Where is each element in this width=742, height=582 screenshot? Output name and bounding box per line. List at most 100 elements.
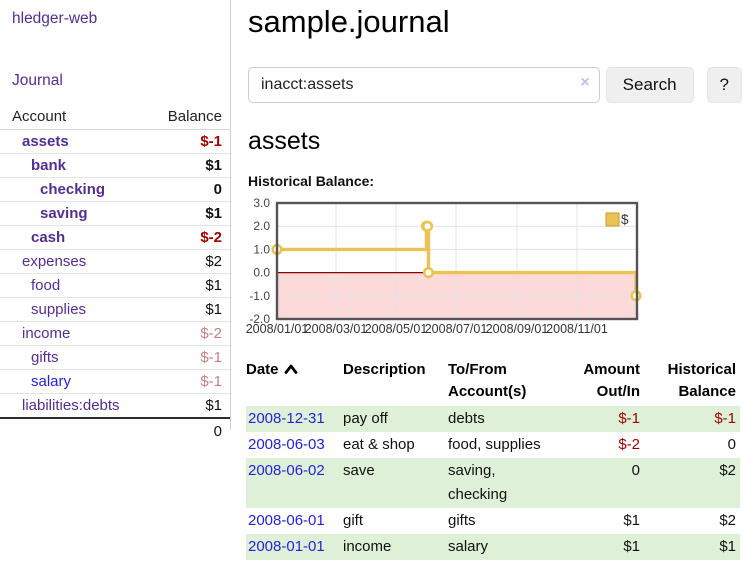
transaction-accounts: saving, checking — [448, 462, 508, 503]
account-link[interactable]: expenses — [22, 253, 87, 270]
register-row: 2008-06-03 eat & shop food, supplies $-2 0 — [246, 432, 740, 458]
date-header-label: Date — [246, 361, 279, 378]
transaction-date-link[interactable]: 2008-12-31 — [248, 410, 325, 427]
accounts-table-body: assets $-1 bank $1 checking 0 saving $1 cash $-2 e… — [0, 129, 230, 419]
account-link[interactable]: income — [22, 325, 71, 342]
account-row: assets $-1 — [0, 129, 230, 154]
transaction-date-link[interactable]: 2008-06-02 — [248, 462, 325, 479]
transaction-date-link[interactable]: 2008-06-01 — [248, 512, 325, 529]
register-row: 2008-06-01 gift gifts $1 $2 — [246, 508, 740, 534]
data-point-marker — [421, 220, 434, 232]
account-row: checking 0 — [0, 177, 230, 202]
page-title: sample.journal — [248, 4, 450, 39]
account-name-cell: assets — [0, 129, 152, 154]
account-link[interactable]: assets — [22, 133, 69, 150]
transaction-date-cell: 2008-06-01 — [246, 508, 343, 534]
transaction-date-cell: 2008-06-02 — [246, 458, 343, 508]
account-link[interactable]: checking — [40, 181, 106, 198]
transaction-date-link[interactable]: 2008-06-03 — [248, 436, 325, 453]
account-name-cell: cash — [0, 225, 152, 250]
clear-search-icon[interactable]: × — [580, 74, 590, 91]
y-tick-label: -1.0 — [249, 289, 270, 303]
account-row: income $-2 — [0, 321, 230, 346]
accounts-header-account: Account — [0, 105, 152, 130]
account-balance: $-2 — [151, 225, 230, 250]
transaction-amount: 0 — [631, 462, 640, 479]
plot-border — [275, 201, 639, 321]
account-heading: assets — [248, 127, 321, 155]
transaction-balance: $2 — [719, 462, 736, 479]
account-name-cell: saving — [0, 201, 152, 226]
accounts-total-row: 0 — [0, 417, 230, 443]
transaction-balance: $-1 — [714, 410, 736, 427]
register-header-amount: Amount Out/In — [583, 361, 640, 400]
account-balance: $1 — [151, 393, 230, 419]
transaction-date-cell: 2008-06-03 — [246, 432, 343, 458]
account-link[interactable]: supplies — [31, 301, 87, 318]
account-name-cell: salary — [0, 369, 152, 394]
account-balance: $1 — [151, 297, 230, 322]
help-button[interactable]: ? — [706, 67, 742, 103]
account-row: salary $-1 — [0, 369, 230, 394]
account-balance: 0 — [151, 177, 230, 202]
account-row: cash $-2 — [0, 225, 230, 250]
account-link[interactable]: saving — [40, 205, 88, 222]
transaction-amount: $1 — [623, 538, 640, 555]
account-name-cell: liabilities:debts — [0, 393, 152, 419]
account-balance: $-2 — [151, 321, 230, 346]
transaction-accounts: salary — [448, 538, 489, 555]
register-row: 2008-06-02 save saving, checking 0 $2 — [246, 458, 740, 508]
app-title-link[interactable]: hledger-web — [12, 10, 98, 27]
search-button[interactable]: Search — [605, 67, 694, 103]
accounts-header-row: Account Balance — [0, 105, 230, 130]
register-row: 2008-12-31 pay off debts $-1 $-1 — [246, 406, 740, 432]
register-table-body: 2008-12-31 pay off debts $-1 $-1 2008-06-03 ea… — [246, 406, 740, 560]
data-point-marker — [422, 266, 435, 279]
account-link[interactable]: gifts — [31, 349, 59, 366]
transaction-description: save — [343, 462, 375, 479]
accounts-header-balance: Balance — [151, 105, 230, 130]
account-balance: $-1 — [151, 345, 230, 370]
account-balance: $2 — [151, 249, 230, 274]
account-row: gifts $-1 — [0, 345, 230, 370]
transaction-balance: $2 — [719, 512, 736, 529]
account-balance: $-1 — [151, 369, 230, 394]
search-form: × Search ? — [248, 67, 742, 103]
x-tick-label: 2008/03/01 — [305, 322, 368, 336]
account-name-cell: checking — [0, 177, 152, 202]
register-header-balance: Historical Balance — [667, 361, 736, 400]
account-row: supplies $1 — [0, 297, 230, 322]
account-balance: $-1 — [151, 129, 230, 154]
account-row: bank $1 — [0, 153, 230, 178]
y-tick-label: 1.0 — [253, 242, 270, 256]
account-link[interactable]: cash — [31, 229, 66, 246]
account-balance: $1 — [151, 153, 230, 178]
account-link[interactable]: liabilities:debts — [22, 397, 120, 414]
transaction-description: gift — [343, 512, 364, 529]
transaction-date-cell: 2008-12-31 — [246, 406, 343, 432]
x-tick-label: 2008/07/01 — [425, 322, 488, 336]
accounts-table: Account Balance assets $-1 bank $1 checking 0… — [0, 105, 230, 443]
main-content: sample.journal × Search ? assets Histori… — [246, 0, 742, 560]
account-link[interactable]: food — [31, 277, 61, 294]
register-header-description: Description — [343, 361, 426, 378]
chart-title: Historical Balance: — [248, 173, 375, 189]
account-link[interactable]: bank — [31, 157, 67, 174]
transaction-accounts: debts — [448, 410, 485, 427]
register-table: Date Description To/From Account(s) Amou… — [246, 359, 740, 560]
transaction-accounts: gifts — [448, 512, 476, 529]
sort-ascending-icon — [284, 364, 297, 374]
register-header-date[interactable]: Date — [246, 359, 343, 406]
x-tick-label: 2008/09/01 — [486, 322, 549, 336]
account-balance: $1 — [151, 273, 230, 298]
transaction-amount: $1 — [623, 512, 640, 529]
x-tick-label: 2008/05/01 — [365, 322, 428, 336]
sidebar-item-journal[interactable]: Journal — [12, 72, 63, 89]
register-header-account: To/From Account(s) — [448, 361, 527, 400]
accounts-total-balance: 0 — [151, 417, 230, 443]
transaction-date-link[interactable]: 2008-01-01 — [248, 538, 325, 555]
account-name-cell: supplies — [0, 297, 152, 322]
search-input[interactable] — [248, 67, 600, 103]
account-link[interactable]: salary — [31, 373, 72, 390]
